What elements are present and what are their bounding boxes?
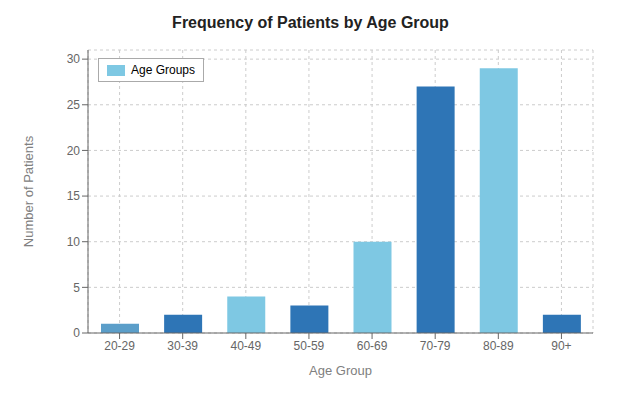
svg-text:Number of Patients: Number of Patients xyxy=(21,135,36,247)
svg-text:50-59: 50-59 xyxy=(294,339,325,353)
html-text:Age Groups: Age Groups xyxy=(131,63,195,77)
svg-text:20: 20 xyxy=(67,144,81,158)
html-text:Frequency of Patients by Age G: Frequency of Patients by Age Group xyxy=(172,14,449,31)
svg-text:80-89: 80-89 xyxy=(483,339,514,353)
svg-text:0: 0 xyxy=(73,326,80,340)
svg-text:60-69: 60-69 xyxy=(357,339,388,353)
svg-text:20-29: 20-29 xyxy=(104,339,135,353)
svg-text:30-39: 30-39 xyxy=(167,339,198,353)
svg-text:15: 15 xyxy=(67,189,81,203)
svg-text:10: 10 xyxy=(67,235,81,249)
svg-text:40-49: 40-49 xyxy=(230,339,261,353)
svg-text:25: 25 xyxy=(67,98,81,112)
svg-text:90+: 90+ xyxy=(551,339,571,353)
svg-text:5: 5 xyxy=(73,281,80,295)
svg-text:70-79: 70-79 xyxy=(420,339,451,353)
svg-text:Age Group: Age Group xyxy=(309,363,372,378)
svg-text:30: 30 xyxy=(67,52,81,66)
